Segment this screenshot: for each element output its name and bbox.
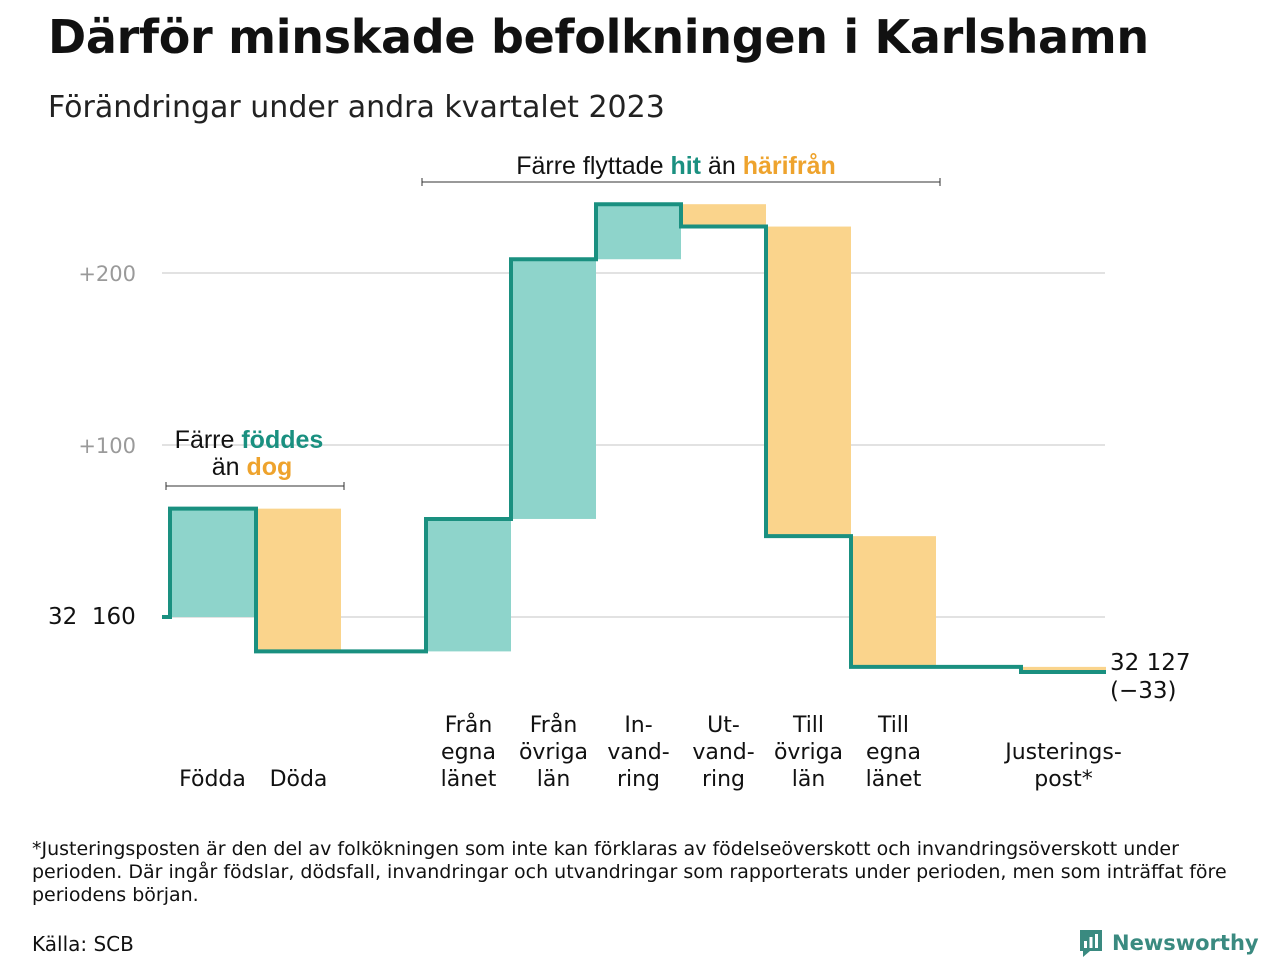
source-label: Källa: SCB	[32, 932, 134, 956]
x-label-8-0: Justerings-	[1003, 740, 1122, 765]
x-label-2-2: länet	[441, 767, 497, 792]
brand: Newsworthy	[1078, 928, 1259, 958]
axis-labels: 32 160 32 127 (−33) +200 +100 Födda Döda Frå…	[48, 262, 1190, 792]
births-annotation-dog: dog	[246, 453, 292, 481]
x-label-5-1: vand-	[692, 740, 754, 765]
level-line-path	[162, 202, 1106, 675]
migration-annotation-hit: hit	[670, 152, 701, 180]
x-label-3-2: län	[537, 767, 571, 792]
waterfall-chart: Färre föddes än dog Färre flyttade hit ä…	[48, 152, 1190, 792]
x-label-3-0: Från	[530, 712, 578, 738]
bar-3	[511, 259, 596, 519]
bar-4	[596, 204, 681, 260]
x-label-8-1: post*	[1034, 767, 1093, 792]
births-annotation-foddes: föddes	[241, 426, 323, 454]
y-tick-label-0: +200	[78, 262, 136, 286]
x-label-5-2: ring	[702, 767, 745, 792]
x-label-5-0: Ut-	[707, 713, 740, 738]
bar-0	[170, 508, 255, 617]
newsworthy-logo-icon	[1080, 930, 1102, 957]
x-label-7-0: Till	[877, 713, 909, 738]
bar-8	[1021, 666, 1106, 673]
births-annotation-line2: än dog	[212, 453, 293, 481]
births-annotation-line1: Färre föddes	[175, 426, 324, 454]
bar-1	[256, 508, 341, 652]
migration-annotation: Färre flyttade hit än härifrån	[516, 152, 836, 180]
x-label-7-1: egna	[866, 740, 921, 765]
level-line	[162, 202, 1106, 675]
x-label-0-0: Födda	[179, 767, 246, 792]
annotations: Färre föddes än dog Färre flyttade hit ä…	[165, 152, 941, 490]
footnote: *Justeringsposten är den del av folkökni…	[32, 838, 1227, 906]
end-change-label: (−33)	[1110, 678, 1176, 704]
y-tick-label-1: +100	[78, 434, 136, 458]
page-subtitle: Förändringar under andra kvartalet 2023	[48, 90, 665, 125]
bar-5	[681, 204, 766, 227]
x-label-4-2: ring	[617, 767, 660, 792]
x-label-2-0: Från	[445, 712, 493, 738]
x-label-3-1: övriga	[519, 740, 588, 765]
brand-name: Newsworthy	[1112, 931, 1259, 955]
x-label-6-1: övriga	[774, 740, 843, 765]
x-label-7-2: länet	[866, 767, 922, 792]
x-label-1-0: Döda	[270, 767, 328, 792]
bar-2	[426, 518, 511, 652]
migration-annotation-harifran: härifrån	[743, 152, 836, 180]
x-label-2-1: egna	[441, 740, 496, 765]
start-value-label: 32 160	[48, 604, 136, 630]
x-label-6-0: Till	[792, 713, 824, 738]
page-title: Därför minskade befolkningen i Karlshamn	[48, 10, 1149, 64]
bar-6	[766, 226, 851, 537]
x-label-4-1: vand-	[607, 740, 669, 765]
bars	[170, 204, 1106, 673]
bar-7	[851, 536, 936, 667]
end-value-label: 32 127	[1110, 650, 1190, 676]
x-label-6-2: län	[792, 767, 826, 792]
x-label-4-0: In-	[624, 713, 652, 738]
